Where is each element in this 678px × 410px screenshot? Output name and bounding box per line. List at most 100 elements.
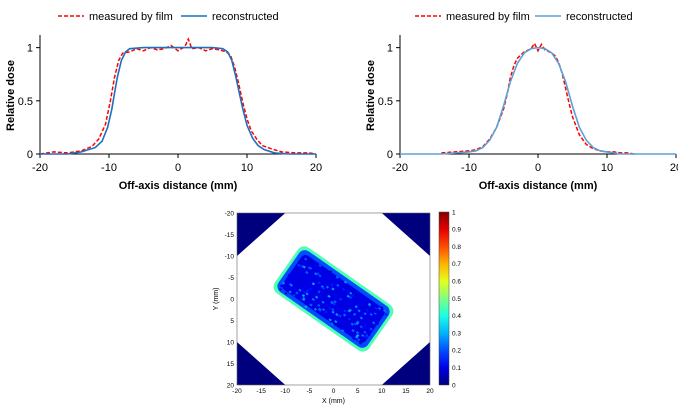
field-speckle — [296, 280, 301, 284]
field-speckle — [309, 287, 313, 291]
colorbar-tick-label: 0.7 — [452, 261, 461, 268]
colorbar-tick-label: 0.4 — [452, 313, 461, 320]
field-speckle — [371, 302, 375, 306]
field-speckle — [287, 273, 291, 277]
field-speckle — [346, 304, 350, 308]
field-speckle — [353, 322, 357, 326]
x-tick-label: -5 — [306, 388, 312, 395]
colorbar-tick-label: 1 — [452, 209, 456, 216]
field-speckle — [343, 309, 347, 313]
field-speckle — [356, 334, 360, 338]
field-speckle — [305, 292, 309, 296]
field-speckle — [332, 302, 336, 306]
field-speckle — [352, 312, 357, 316]
field-speckle — [288, 290, 292, 294]
field-speckle — [338, 297, 343, 301]
field-speckle — [279, 284, 283, 288]
y-tick-label: 0 — [230, 296, 234, 303]
field-speckle — [318, 286, 322, 290]
field-speckle — [355, 331, 360, 335]
field-speckle — [373, 307, 377, 311]
field-speckle — [335, 317, 339, 321]
field-speckle — [301, 294, 306, 298]
field-speckle — [348, 295, 353, 299]
field-speckle — [363, 312, 367, 316]
field-speckle — [335, 279, 339, 283]
field-speckle — [348, 308, 352, 312]
field-speckle — [353, 293, 357, 297]
field-speckle — [330, 301, 334, 305]
field-speckle — [336, 283, 340, 287]
field-speckle — [289, 283, 293, 287]
field-speckle — [357, 309, 361, 313]
field-speckle — [318, 263, 322, 268]
dose-map-heatmap: -20 -15 -10 -5 0 5 10 15 20-20-15-10-505101520X … — [213, 209, 461, 405]
field-speckle — [377, 307, 381, 311]
field-speckle — [317, 281, 321, 285]
y-tick-label: -10 — [225, 253, 235, 260]
field-speckle — [352, 337, 356, 341]
field-speckle — [311, 282, 316, 286]
field-speckle — [324, 310, 328, 314]
field-speckle — [334, 320, 338, 324]
field-speckle — [295, 291, 299, 295]
field-speckle — [328, 318, 332, 322]
field-speckle — [369, 312, 373, 316]
x-tick-label: -20 — [392, 162, 408, 174]
field-speckle — [350, 322, 354, 326]
field-speckle — [302, 258, 306, 262]
field-speckle — [367, 333, 371, 337]
field-speckle — [281, 281, 286, 285]
field-speckle — [314, 272, 318, 276]
x-tick-label: 10 — [601, 162, 613, 174]
field-speckle — [375, 321, 380, 326]
field-speckle — [384, 313, 388, 317]
y-tick-label: 1 — [387, 43, 393, 55]
field-speckle — [292, 293, 296, 297]
y-tick-label: 5 — [230, 318, 234, 325]
field-speckle — [335, 275, 339, 279]
x-tick-label: 15 — [402, 388, 410, 395]
field-speckle — [305, 270, 309, 275]
legend-label: measured by film — [446, 11, 530, 23]
field-speckle — [297, 261, 301, 265]
field-speckle — [351, 329, 355, 333]
field-speckle — [350, 290, 354, 294]
field-speckle — [333, 300, 337, 304]
y-tick-label: 0 — [387, 149, 393, 161]
x-tick-label: -15 — [256, 388, 266, 395]
field-speckle — [338, 314, 342, 318]
y-axis-label: Relative dose — [5, 60, 17, 131]
field-speckle — [333, 322, 337, 326]
field-speckle — [361, 333, 365, 338]
field-speckle — [341, 287, 346, 291]
field-speckle — [321, 286, 326, 290]
y-tick-label: 20 — [227, 382, 235, 389]
colorbar-tick-label: 0.9 — [452, 227, 461, 234]
field-speckle — [298, 288, 302, 292]
field-speckle — [333, 309, 337, 313]
field-speckle — [329, 291, 333, 295]
colorbar-tick-label: 0.5 — [452, 296, 461, 303]
field-speckle — [302, 298, 306, 302]
field-speckle — [347, 309, 351, 313]
field-speckle — [363, 323, 367, 328]
x-tick-label: 0 — [535, 162, 541, 174]
x-tick-label: 10 — [241, 162, 253, 174]
y-tick-label: -15 — [225, 232, 235, 239]
x-tick-label: -20 — [232, 388, 242, 395]
colorbar-tick-label: 0.2 — [452, 348, 461, 355]
field-speckle — [326, 276, 331, 280]
colorbar-tick-label: 0.8 — [452, 244, 461, 251]
y-axis-label: Y (mm) — [213, 288, 220, 311]
field-speckle — [309, 303, 313, 307]
legend-label: reconstructed — [212, 11, 279, 23]
legend-label: reconstructed — [566, 11, 633, 23]
field-speckle — [303, 286, 307, 290]
field-speckle — [316, 272, 320, 276]
x-tick-label: 5 — [356, 388, 360, 395]
x-tick-label: 0 — [175, 162, 181, 174]
field-speckle — [329, 270, 333, 274]
masked-corner — [237, 342, 286, 385]
